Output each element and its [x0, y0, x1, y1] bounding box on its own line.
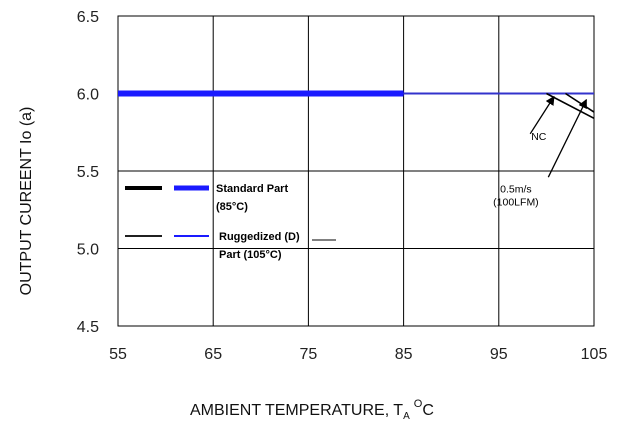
legend-label: Part (105°C): [219, 249, 282, 261]
x-axis-label-superscript: O: [414, 398, 423, 410]
x-tick-label: 105: [581, 346, 608, 363]
x-tick-label: 75: [300, 346, 318, 363]
y-tick-label: 6.0: [77, 87, 99, 104]
x-axis-label-unit: C: [422, 402, 434, 419]
legend-label: Ruggedized (D): [219, 231, 300, 243]
annotation-label: (100LFM): [493, 197, 539, 209]
x-axis-label-subscript: A: [403, 411, 410, 422]
annotation-arrow: [529, 95, 555, 135]
y-tick-labels: 4.5 5.0 5.5 6.0 6.5: [77, 9, 99, 336]
y-tick-label: 5.0: [77, 242, 99, 259]
y-tick-label: 6.5: [77, 9, 99, 26]
annotation-label: NC: [531, 131, 547, 143]
annotation-label: 0.5m/s: [500, 184, 532, 196]
x-axis-label: AMBIENT TEMPERATURE, TAOC: [190, 398, 434, 422]
legend-label: Standard Part: [216, 183, 288, 195]
x-tick-label: 85: [395, 346, 413, 363]
x-tick-label: 65: [204, 346, 222, 363]
y-tick-label: 5.5: [77, 164, 99, 181]
x-axis-label-main: AMBIENT TEMPERATURE, T: [190, 402, 403, 419]
plot-frame: [117, 15, 595, 327]
x-tick-label: 95: [490, 346, 508, 363]
y-axis-label: OUTPUT CUREENT Io (a): [18, 107, 35, 296]
grid-lines: [117, 15, 595, 327]
legend-label: (85°C): [216, 201, 248, 213]
annotation-arrow: [547, 98, 587, 178]
series-line: [565, 92, 595, 113]
x-tick-label: 55: [109, 346, 127, 363]
x-tick-labels: 55 65 75 85 95 105: [109, 346, 607, 363]
series-layer: [118, 90, 595, 120]
legend: Standard Part (85°C) Ruggedized (D) Part (1…: [125, 183, 336, 261]
y-tick-label: 4.5: [77, 319, 99, 336]
annotations: NC 0.5m/s(100LFM): [493, 95, 587, 209]
